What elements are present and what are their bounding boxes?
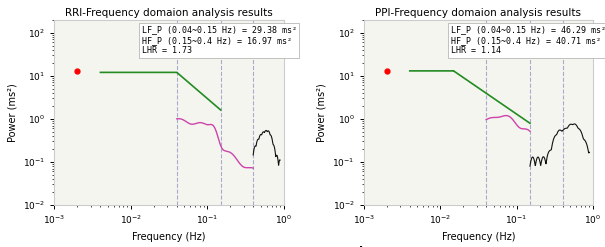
Title: RRI-Frequency domaion analysis results: RRI-Frequency domaion analysis results bbox=[65, 8, 273, 18]
Y-axis label: Power (ms²): Power (ms²) bbox=[317, 83, 327, 142]
Text: b: b bbox=[359, 246, 368, 247]
Y-axis label: Power (ms²): Power (ms²) bbox=[7, 83, 18, 142]
Text: LF_P (0.04~0.15 Hz) = 46.29 ms²
HF_P (0.15~0.4 Hz) = 40.71 ms²
LHR = 1.14: LF_P (0.04~0.15 Hz) = 46.29 ms² HF_P (0.… bbox=[451, 25, 605, 55]
Text: a: a bbox=[50, 246, 58, 247]
Text: LF_P (0.04~0.15 Hz) = 29.38 ms²
HF_P (0.15~0.4 Hz) = 16.97 ms²
LHR = 1.73: LF_P (0.04~0.15 Hz) = 29.38 ms² HF_P (0.… bbox=[142, 25, 296, 55]
Title: PPI-Frequency domaion analysis results: PPI-Frequency domaion analysis results bbox=[375, 8, 581, 18]
X-axis label: Frequency (Hz): Frequency (Hz) bbox=[442, 232, 515, 242]
X-axis label: Frequency (Hz): Frequency (Hz) bbox=[132, 232, 206, 242]
